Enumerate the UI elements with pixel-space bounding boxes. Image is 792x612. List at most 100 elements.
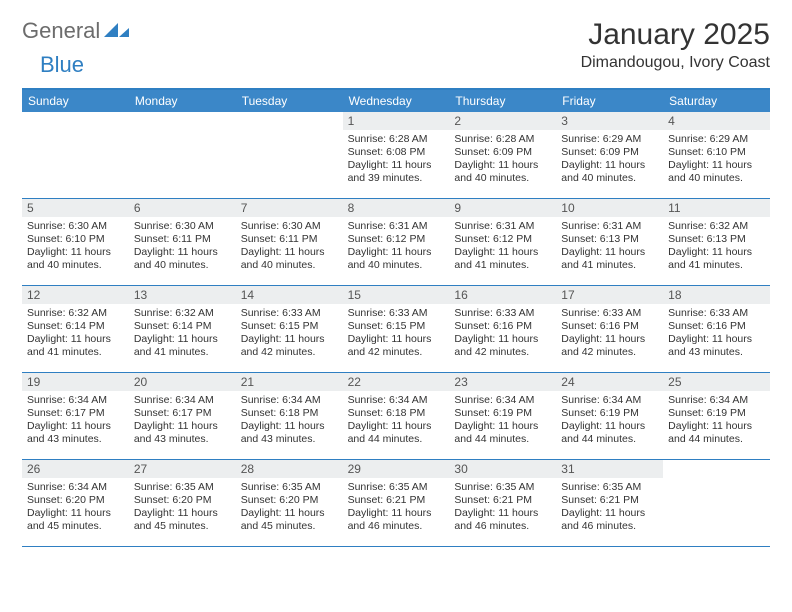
logo-text-blue: Blue <box>40 52 84 78</box>
dayheader-thu: Thursday <box>449 90 556 112</box>
day-body: Sunrise: 6:30 AMSunset: 6:11 PMDaylight:… <box>236 217 343 278</box>
sunset-line: Sunset: 6:16 PM <box>668 320 765 333</box>
daylight-line-1: Daylight: 11 hours <box>134 420 231 433</box>
daylight-line-1: Daylight: 11 hours <box>454 507 551 520</box>
calendar-table: Sunday Monday Tuesday Wednesday Thursday… <box>22 88 770 547</box>
day-cell: 25Sunrise: 6:34 AMSunset: 6:19 PMDayligh… <box>663 373 770 459</box>
daylight-line-2: and 40 minutes. <box>348 259 445 272</box>
sunrise-line: Sunrise: 6:34 AM <box>348 394 445 407</box>
day-number: 3 <box>556 112 663 130</box>
sunset-line: Sunset: 6:16 PM <box>561 320 658 333</box>
daylight-line-2: and 42 minutes. <box>241 346 338 359</box>
day-body: Sunrise: 6:32 AMSunset: 6:14 PMDaylight:… <box>129 304 236 365</box>
daylight-line-2: and 40 minutes. <box>668 172 765 185</box>
sunset-line: Sunset: 6:10 PM <box>668 146 765 159</box>
sunrise-line: Sunrise: 6:35 AM <box>454 481 551 494</box>
daylight-line-2: and 46 minutes. <box>561 520 658 533</box>
daylight-line-1: Daylight: 11 hours <box>348 420 445 433</box>
day-number: 19 <box>22 373 129 391</box>
sunrise-line: Sunrise: 6:34 AM <box>27 394 124 407</box>
day-body: Sunrise: 6:31 AMSunset: 6:12 PMDaylight:… <box>343 217 450 278</box>
day-cell: 1Sunrise: 6:28 AMSunset: 6:08 PMDaylight… <box>343 112 450 198</box>
sunset-line: Sunset: 6:18 PM <box>348 407 445 420</box>
day-number: 9 <box>449 199 556 217</box>
sunset-line: Sunset: 6:17 PM <box>27 407 124 420</box>
sunrise-line: Sunrise: 6:34 AM <box>561 394 658 407</box>
sunset-line: Sunset: 6:21 PM <box>348 494 445 507</box>
sunset-line: Sunset: 6:16 PM <box>454 320 551 333</box>
day-number: 28 <box>236 460 343 478</box>
sunrise-line: Sunrise: 6:33 AM <box>454 307 551 320</box>
day-body: Sunrise: 6:35 AMSunset: 6:21 PMDaylight:… <box>556 478 663 539</box>
day-cell: 9Sunrise: 6:31 AMSunset: 6:12 PMDaylight… <box>449 199 556 285</box>
day-body: Sunrise: 6:32 AMSunset: 6:13 PMDaylight:… <box>663 217 770 278</box>
daylight-line-2: and 40 minutes. <box>241 259 338 272</box>
daylight-line-2: and 46 minutes. <box>454 520 551 533</box>
sunset-line: Sunset: 6:21 PM <box>561 494 658 507</box>
day-body: Sunrise: 6:33 AMSunset: 6:15 PMDaylight:… <box>236 304 343 365</box>
day-number: 27 <box>129 460 236 478</box>
daylight-line-1: Daylight: 11 hours <box>454 420 551 433</box>
daylight-line-2: and 41 minutes. <box>561 259 658 272</box>
daylight-line-1: Daylight: 11 hours <box>454 246 551 259</box>
sunset-line: Sunset: 6:20 PM <box>134 494 231 507</box>
sunrise-line: Sunrise: 6:33 AM <box>241 307 338 320</box>
day-body: Sunrise: 6:33 AMSunset: 6:16 PMDaylight:… <box>663 304 770 365</box>
day-number: 22 <box>343 373 450 391</box>
day-number: 21 <box>236 373 343 391</box>
sunrise-line: Sunrise: 6:34 AM <box>134 394 231 407</box>
sunrise-line: Sunrise: 6:29 AM <box>561 133 658 146</box>
daylight-line-1: Daylight: 11 hours <box>561 159 658 172</box>
daylight-line-1: Daylight: 11 hours <box>241 246 338 259</box>
sunrise-line: Sunrise: 6:32 AM <box>27 307 124 320</box>
daylight-line-2: and 43 minutes. <box>241 433 338 446</box>
day-number: 30 <box>449 460 556 478</box>
day-cell: 21Sunrise: 6:34 AMSunset: 6:18 PMDayligh… <box>236 373 343 459</box>
sunset-line: Sunset: 6:19 PM <box>561 407 658 420</box>
dayheader-fri: Friday <box>556 90 663 112</box>
daylight-line-1: Daylight: 11 hours <box>561 507 658 520</box>
daylight-line-1: Daylight: 11 hours <box>134 507 231 520</box>
location-label: Dimandougou, Ivory Coast <box>581 54 770 72</box>
week-row: 5Sunrise: 6:30 AMSunset: 6:10 PMDaylight… <box>22 199 770 286</box>
daylight-line-1: Daylight: 11 hours <box>348 333 445 346</box>
sunrise-line: Sunrise: 6:28 AM <box>454 133 551 146</box>
sunrise-line: Sunrise: 6:31 AM <box>454 220 551 233</box>
day-cell <box>663 460 770 546</box>
day-body: Sunrise: 6:28 AMSunset: 6:08 PMDaylight:… <box>343 130 450 191</box>
day-cell: 29Sunrise: 6:35 AMSunset: 6:21 PMDayligh… <box>343 460 450 546</box>
day-body: Sunrise: 6:34 AMSunset: 6:20 PMDaylight:… <box>22 478 129 539</box>
daylight-line-2: and 44 minutes. <box>454 433 551 446</box>
sunrise-line: Sunrise: 6:29 AM <box>668 133 765 146</box>
daylight-line-2: and 43 minutes. <box>668 346 765 359</box>
daylight-line-2: and 40 minutes. <box>561 172 658 185</box>
sunset-line: Sunset: 6:12 PM <box>348 233 445 246</box>
daylight-line-2: and 45 minutes. <box>134 520 231 533</box>
day-cell: 17Sunrise: 6:33 AMSunset: 6:16 PMDayligh… <box>556 286 663 372</box>
day-number: 14 <box>236 286 343 304</box>
daylight-line-2: and 44 minutes. <box>668 433 765 446</box>
day-cell: 28Sunrise: 6:35 AMSunset: 6:20 PMDayligh… <box>236 460 343 546</box>
sunset-line: Sunset: 6:13 PM <box>561 233 658 246</box>
daylight-line-1: Daylight: 11 hours <box>241 507 338 520</box>
day-body: Sunrise: 6:29 AMSunset: 6:10 PMDaylight:… <box>663 130 770 191</box>
sunrise-line: Sunrise: 6:30 AM <box>134 220 231 233</box>
day-number: 17 <box>556 286 663 304</box>
day-body: Sunrise: 6:34 AMSunset: 6:17 PMDaylight:… <box>22 391 129 452</box>
sunset-line: Sunset: 6:14 PM <box>27 320 124 333</box>
daylight-line-2: and 40 minutes. <box>454 172 551 185</box>
daylight-line-2: and 41 minutes. <box>668 259 765 272</box>
sunrise-line: Sunrise: 6:34 AM <box>27 481 124 494</box>
sunset-line: Sunset: 6:18 PM <box>241 407 338 420</box>
day-body: Sunrise: 6:34 AMSunset: 6:17 PMDaylight:… <box>129 391 236 452</box>
daylight-line-1: Daylight: 11 hours <box>134 246 231 259</box>
sunrise-line: Sunrise: 6:35 AM <box>561 481 658 494</box>
daylight-line-1: Daylight: 11 hours <box>348 507 445 520</box>
day-number: 5 <box>22 199 129 217</box>
day-body: Sunrise: 6:35 AMSunset: 6:20 PMDaylight:… <box>236 478 343 539</box>
sunset-line: Sunset: 6:08 PM <box>348 146 445 159</box>
day-cell: 12Sunrise: 6:32 AMSunset: 6:14 PMDayligh… <box>22 286 129 372</box>
sunrise-line: Sunrise: 6:34 AM <box>668 394 765 407</box>
day-cell: 26Sunrise: 6:34 AMSunset: 6:20 PMDayligh… <box>22 460 129 546</box>
day-body: Sunrise: 6:30 AMSunset: 6:10 PMDaylight:… <box>22 217 129 278</box>
